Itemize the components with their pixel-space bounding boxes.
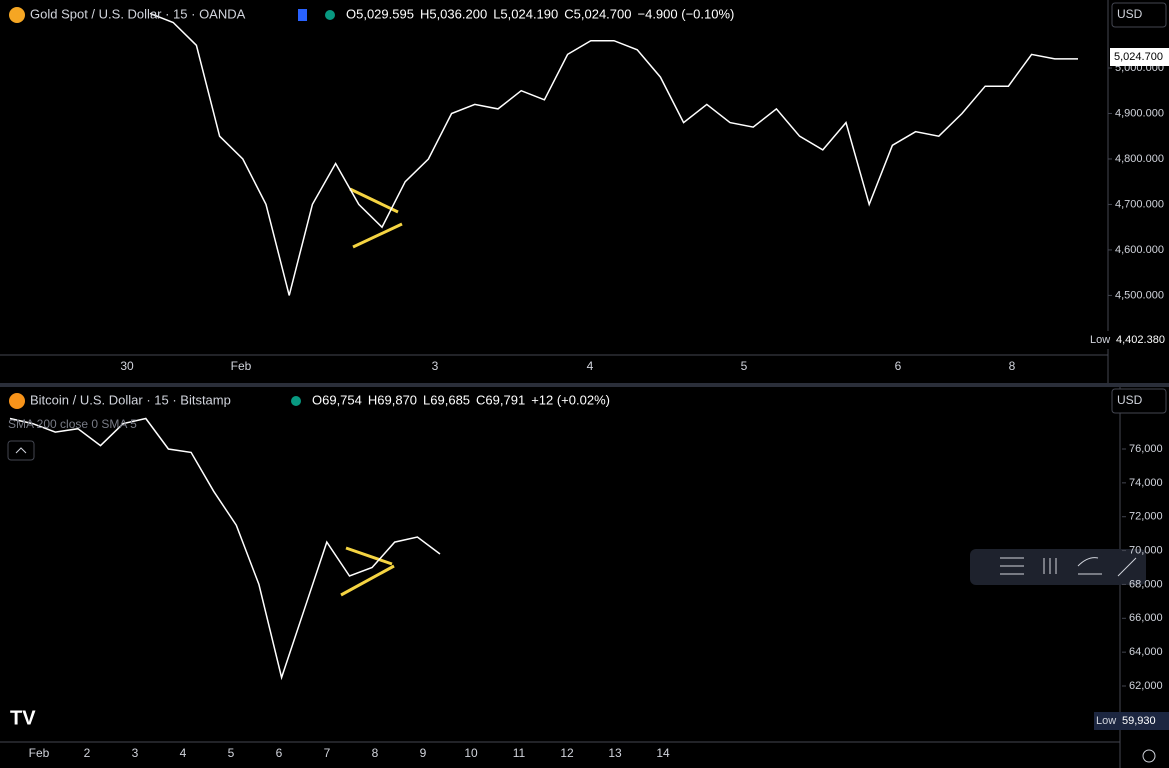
x-tick-label: 6: [895, 359, 902, 373]
low-value: 4,402.380: [1116, 334, 1165, 346]
low-label: Low: [1096, 715, 1116, 727]
y-tick-label: 4,500.000: [1115, 289, 1164, 301]
y-tick-label: 72,000: [1129, 511, 1163, 523]
ohlc-value: H5,036.200: [420, 6, 487, 21]
y-tick-label: 68,000: [1129, 578, 1163, 590]
x-tick-label: 2: [84, 746, 91, 760]
low-value: 59,930: [1122, 715, 1156, 727]
x-tick-label: 8: [1009, 359, 1016, 373]
btc-icon: [9, 393, 25, 409]
y-tick-label: 4,800.000: [1115, 153, 1164, 165]
ohlc-value: O5,029.595: [346, 6, 414, 21]
collapse-button[interactable]: [7, 440, 35, 461]
status-dot: [325, 10, 335, 20]
currency-box[interactable]: [1111, 388, 1167, 414]
x-tick-label: 13: [608, 746, 622, 760]
x-tick-label: 12: [560, 746, 574, 760]
last-price-badge: [1110, 48, 1169, 66]
x-tick-label: 11: [513, 746, 526, 760]
x-tick-label: 9: [420, 746, 427, 760]
x-tick-label: 6: [276, 746, 283, 760]
x-tick-label: 4: [587, 359, 594, 373]
y-tick-label: 70,000: [1129, 544, 1163, 556]
indicator-label: SMA 200 close 0 SMA 5: [8, 417, 137, 431]
ohlc-value: +12 (+0.02%): [531, 392, 610, 407]
x-tick-label: 10: [464, 746, 478, 760]
ohlc-value: C5,024.700: [564, 6, 631, 21]
price-line: [9, 417, 441, 681]
x-tick-label: Feb: [29, 746, 50, 760]
y-tick-label: 62,000: [1129, 680, 1163, 692]
y-tick-label: 4,900.000: [1115, 107, 1164, 119]
logo: TV: [10, 707, 36, 729]
ohlc-value: −4.900 (−0.10%): [638, 6, 735, 21]
x-tick-label: 30: [120, 359, 134, 373]
separator: [0, 383, 1169, 387]
ohlc-value: O69,754: [312, 392, 362, 407]
x-tick-label: 14: [656, 746, 670, 760]
x-tick-label: 5: [741, 359, 748, 373]
x-tick-label: 7: [324, 746, 331, 760]
gold-icon: [9, 7, 25, 23]
last-price: 5,024.700: [1114, 51, 1163, 63]
chart-title: Bitcoin / U.S. Dollar · 15 · Bitstamp: [30, 392, 231, 407]
settings-icon[interactable]: [1142, 749, 1156, 763]
ohlc-value: H69,870: [368, 392, 417, 407]
low-badge: [1088, 331, 1169, 349]
ohlc-value: L5,024.190: [493, 6, 558, 21]
toolbar-icons: [1000, 557, 1137, 577]
ohlc-value: L69,685: [423, 392, 470, 407]
chevron: [15, 447, 27, 454]
y-tick-label: 74,000: [1129, 477, 1163, 489]
x-tick-label: 8: [372, 746, 379, 760]
status-dot: [291, 396, 301, 406]
x-tick-label: 3: [432, 359, 439, 373]
y-tick-label: 64,000: [1129, 646, 1163, 658]
y-tick-label: 76,000: [1129, 443, 1163, 455]
triangle-pattern: [340, 187, 403, 597]
price-line: [149, 12, 1078, 296]
x-tick-label: 4: [180, 746, 187, 760]
y-tick-label: 4,600.000: [1115, 244, 1164, 256]
currency-box[interactable]: [1111, 2, 1167, 28]
x-tick-label: 5: [228, 746, 235, 760]
low-badge: [1094, 712, 1169, 730]
toolbar[interactable]: [970, 549, 1146, 585]
ohlc-value: C69,791: [476, 392, 525, 407]
low-label: Low: [1090, 334, 1110, 346]
currency: USD: [1117, 393, 1143, 407]
x-tick-label: Feb: [231, 359, 252, 373]
currency: USD: [1117, 7, 1143, 21]
chart-title: Gold Spot / U.S. Dollar · 15 · OANDA: [30, 6, 246, 21]
y-tick-label: 66,000: [1129, 612, 1163, 624]
y-tick-label: 4,700.000: [1115, 198, 1164, 210]
flag-icon: [298, 9, 307, 21]
x-tick-label: 3: [132, 746, 139, 760]
